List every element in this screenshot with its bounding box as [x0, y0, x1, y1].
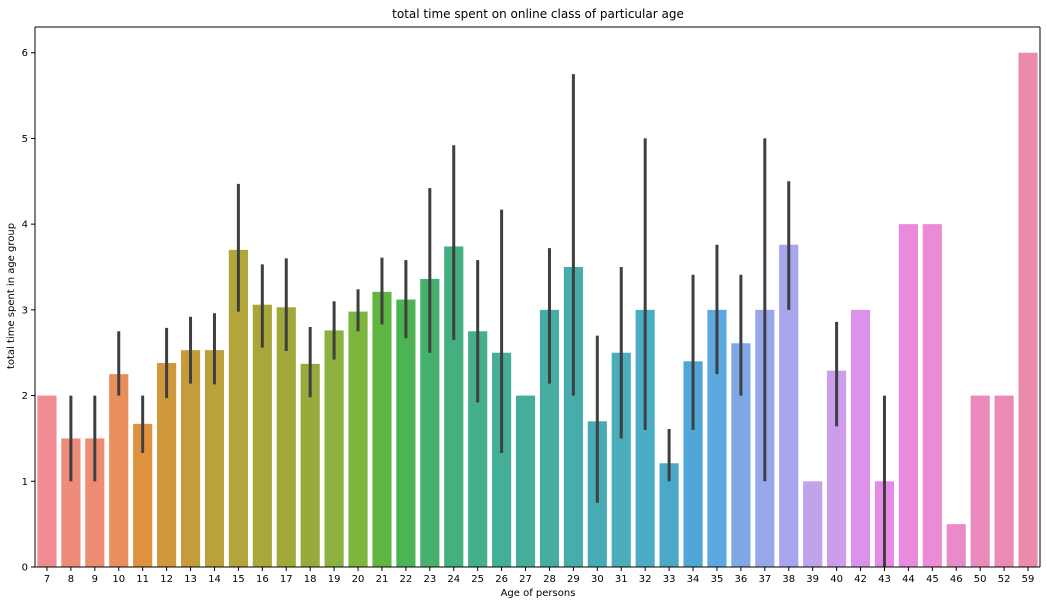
x-tick-label-31: 31 [615, 574, 628, 585]
x-tick-label-7: 7 [44, 574, 50, 585]
bar-39 [803, 481, 823, 567]
x-tick-label-20: 20 [352, 574, 365, 585]
x-tick-label-23: 23 [423, 574, 436, 585]
bar-50 [970, 395, 990, 567]
x-tick-label-33: 33 [663, 574, 676, 585]
bar-52 [994, 395, 1014, 567]
x-tick-label-10: 10 [112, 574, 125, 585]
bar-10 [109, 374, 129, 567]
bar-26 [492, 352, 512, 567]
bar-15 [228, 249, 248, 567]
x-tick-label-8: 8 [68, 574, 74, 585]
x-tick-label-21: 21 [376, 574, 389, 585]
x-tick-label-46: 46 [950, 574, 963, 585]
bar-29 [563, 267, 583, 567]
y-tick-label-2: 2 [22, 391, 28, 402]
bar-18 [300, 363, 320, 567]
bar-45 [922, 224, 942, 567]
x-tick-label-40: 40 [830, 574, 843, 585]
y-tick-label-1: 1 [22, 477, 28, 488]
y-axis-label: total time spent in age group [6, 223, 17, 369]
bar-7 [37, 395, 57, 567]
bar-9 [85, 438, 105, 567]
x-tick-label-38: 38 [782, 574, 795, 585]
x-tick-label-11: 11 [136, 574, 149, 585]
x-tick-label-42: 42 [854, 574, 867, 585]
x-tick-label-29: 29 [567, 574, 580, 585]
bar-35 [707, 309, 727, 567]
x-tick-label-19: 19 [328, 574, 341, 585]
x-axis-label: Age of persons [501, 588, 576, 599]
x-tick-label-36: 36 [735, 574, 748, 585]
x-tick-label-27: 27 [519, 574, 532, 585]
bar-16 [252, 304, 272, 567]
x-tick-label-16: 16 [256, 574, 269, 585]
x-tick-label-35: 35 [711, 574, 724, 585]
bar-17 [276, 307, 296, 567]
x-tick-label-14: 14 [208, 574, 221, 585]
bar-42 [850, 309, 871, 567]
bar-25 [468, 331, 488, 567]
x-tick-label-26: 26 [495, 574, 508, 585]
bar-23 [420, 279, 440, 567]
bar-27 [515, 395, 536, 567]
bar-28 [539, 309, 560, 567]
x-tick-label-37: 37 [758, 574, 771, 585]
bar-59 [1018, 52, 1038, 567]
bar-14 [204, 350, 225, 567]
y-tick-label-5: 5 [22, 134, 28, 145]
bar-8 [61, 438, 81, 567]
bar-33 [659, 463, 679, 567]
bar-32 [635, 309, 655, 567]
x-tick-label-45: 45 [926, 574, 939, 585]
x-tick-label-59: 59 [1022, 574, 1035, 585]
x-tick-label-52: 52 [998, 574, 1011, 585]
y-tick-label-0: 0 [22, 563, 28, 574]
chart-title: total time spent on online class of part… [392, 7, 684, 21]
bar-11 [133, 423, 153, 567]
bar-21 [372, 291, 392, 567]
bar-13 [180, 350, 201, 567]
bar-12 [157, 363, 177, 567]
x-tick-label-30: 30 [591, 574, 604, 585]
bar-38 [779, 244, 799, 567]
x-tick-label-17: 17 [280, 574, 293, 585]
x-tick-label-50: 50 [974, 574, 987, 585]
bar-22 [396, 299, 416, 567]
x-tick-label-43: 43 [878, 574, 891, 585]
x-tick-label-24: 24 [447, 574, 460, 585]
bar-31 [611, 352, 631, 567]
x-tick-label-12: 12 [160, 574, 173, 585]
x-tick-label-9: 9 [92, 574, 98, 585]
y-tick-label-4: 4 [22, 220, 28, 231]
x-tick-label-25: 25 [471, 574, 484, 585]
x-tick-label-15: 15 [232, 574, 245, 585]
x-tick-label-22: 22 [400, 574, 413, 585]
y-tick-label-3: 3 [22, 305, 28, 316]
bar-44 [898, 224, 918, 567]
bar-24 [444, 246, 464, 567]
bar-40 [827, 370, 847, 567]
x-tick-label-32: 32 [639, 574, 652, 585]
bar-36 [731, 343, 751, 567]
x-tick-label-34: 34 [687, 574, 700, 585]
bar-46 [946, 524, 966, 567]
y-tick-label-6: 6 [22, 48, 28, 59]
x-tick-label-13: 13 [184, 574, 197, 585]
x-tick-label-28: 28 [543, 574, 556, 585]
x-tick-label-18: 18 [304, 574, 317, 585]
x-tick-label-44: 44 [902, 574, 915, 585]
bar-20 [348, 311, 368, 567]
x-tick-label-39: 39 [806, 574, 819, 585]
bar-19 [324, 330, 344, 567]
bar-34 [683, 361, 703, 567]
